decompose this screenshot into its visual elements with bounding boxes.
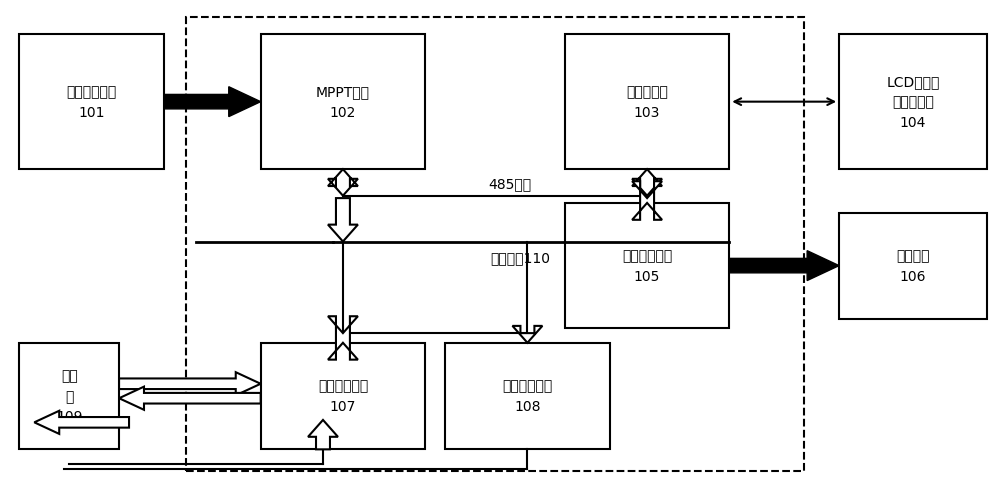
Bar bbox=[186, 18, 804, 470]
Polygon shape bbox=[119, 387, 261, 410]
Bar bbox=[839, 35, 987, 170]
Text: 103: 103 bbox=[634, 106, 660, 120]
Text: 109: 109 bbox=[56, 409, 82, 423]
Polygon shape bbox=[328, 199, 358, 242]
Bar bbox=[445, 343, 610, 449]
Text: 并网逆变电路: 并网逆变电路 bbox=[502, 379, 553, 393]
Bar bbox=[839, 213, 987, 319]
Bar bbox=[565, 35, 729, 170]
Text: 充电插口: 充电插口 bbox=[896, 249, 930, 263]
Text: 101: 101 bbox=[78, 106, 105, 120]
Text: MPPT电路: MPPT电路 bbox=[316, 85, 370, 99]
Bar bbox=[19, 343, 119, 449]
Text: 微电: 微电 bbox=[61, 369, 78, 383]
Text: 102: 102 bbox=[330, 106, 356, 120]
Text: 直流母线110: 直流母线110 bbox=[490, 251, 550, 265]
Polygon shape bbox=[512, 326, 542, 343]
Bar bbox=[565, 203, 729, 329]
Polygon shape bbox=[164, 88, 261, 117]
Text: 电网充电电路: 电网充电电路 bbox=[318, 379, 368, 393]
Polygon shape bbox=[308, 420, 338, 450]
Polygon shape bbox=[328, 170, 358, 197]
Polygon shape bbox=[632, 182, 662, 220]
Text: 接口逆变电路: 接口逆变电路 bbox=[622, 249, 672, 263]
Bar bbox=[19, 35, 164, 170]
Polygon shape bbox=[119, 372, 261, 395]
Text: 485总线: 485总线 bbox=[489, 177, 532, 191]
Text: 太阳能电池板: 太阳能电池板 bbox=[67, 85, 117, 99]
Text: 网: 网 bbox=[65, 389, 73, 403]
Text: 108: 108 bbox=[514, 399, 541, 413]
Polygon shape bbox=[328, 317, 358, 360]
Polygon shape bbox=[34, 411, 129, 434]
Text: 104: 104 bbox=[900, 116, 926, 130]
Polygon shape bbox=[729, 251, 839, 281]
Text: 106: 106 bbox=[900, 269, 926, 283]
Text: 主控制单元: 主控制单元 bbox=[626, 85, 668, 99]
Text: 105: 105 bbox=[634, 269, 660, 283]
Text: 107: 107 bbox=[330, 399, 356, 413]
Text: LCD显示屏: LCD显示屏 bbox=[886, 75, 940, 89]
Polygon shape bbox=[632, 170, 662, 197]
Text: 及设置单元: 及设置单元 bbox=[892, 95, 934, 109]
Bar bbox=[261, 35, 425, 170]
Bar bbox=[261, 343, 425, 449]
